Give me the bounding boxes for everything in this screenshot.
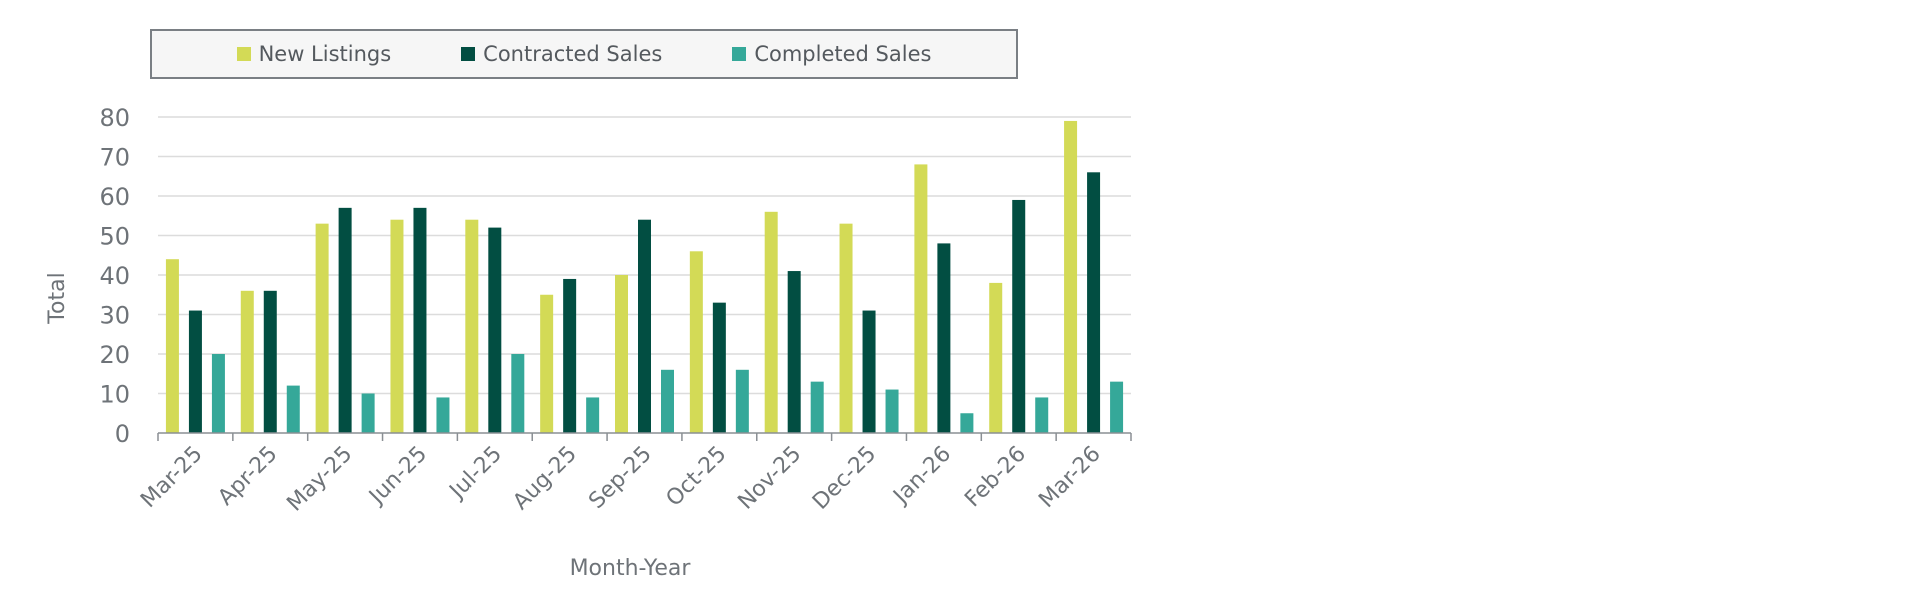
bar-new-listings [989,282,1003,433]
bar-contracted-sales [1087,172,1101,434]
legend-label: Contracted Sales [483,42,663,66]
chart-legend: New Listings Contracted Sales Completed … [150,29,1018,79]
bar-completed-sales [586,397,600,433]
x-tick-label: Mar-26 [1034,442,1105,513]
x-tick-label: Oct-25 [662,442,732,512]
bar-completed-sales [885,389,899,433]
bar-completed-sales [810,381,824,433]
bar-contracted-sales [712,302,726,433]
legend-label: New Listings [258,42,392,66]
x-axis-title: Month-Year [570,556,692,581]
bar-completed-sales [1035,397,1049,433]
bar-contracted-sales [638,219,651,433]
x-tick-label: Feb-26 [960,442,1031,513]
x-tick-label: May-25 [282,442,357,517]
x-tick-label: Mar-25 [136,442,207,513]
bar-new-listings [839,223,853,433]
bar-new-listings [615,275,628,433]
y-tick-label: 80 [99,104,130,132]
bar-contracted-sales [263,290,277,433]
bar-contracted-sales [413,207,427,433]
bar-contracted-sales [862,310,876,433]
legend-swatch-new-listings [236,47,251,61]
bar-contracted-sales [563,278,577,433]
x-tick-label: Dec-25 [808,442,881,515]
bar-completed-sales [286,385,300,433]
bar-new-listings [315,223,329,433]
bar-new-listings [540,294,554,433]
bar-completed-sales [735,369,749,433]
y-tick-label: 60 [99,183,130,211]
legend-item-completed-sales[interactable]: Completed Sales [732,42,931,66]
bar-new-listings [1064,120,1078,433]
x-tick-label: Jul-25 [444,442,507,505]
bars [165,120,1124,434]
y-tick-label: 50 [99,223,130,251]
bar-new-listings [764,211,778,433]
x-tick-label: Jun-25 [363,442,432,511]
bar-completed-sales [361,393,375,433]
bar-new-listings [465,219,479,433]
legend-label: Completed Sales [754,42,932,66]
bar-contracted-sales [937,243,951,433]
bar-completed-sales [436,397,450,433]
legend-swatch-contracted-sales [461,47,476,61]
legend-item-new-listings[interactable]: New Listings [236,42,392,66]
y-tick-label: 70 [99,144,130,172]
legend-swatch-completed-sales [732,47,747,61]
x-tick-label: Apr-25 [214,442,283,511]
bar-contracted-sales [488,227,502,433]
bar-contracted-sales [1012,199,1026,433]
bar-contracted-sales [787,271,801,433]
bar-contracted-sales [338,207,352,433]
bar-new-listings [390,219,404,433]
y-tick-label: 20 [99,341,130,369]
y-tick-label: 30 [99,302,130,330]
x-tick-label: Aug-25 [508,442,581,515]
bar-completed-sales [661,369,674,433]
y-tick-label: 40 [99,262,130,290]
bar-completed-sales [211,354,225,433]
x-tick-label: Nov-25 [733,442,806,515]
bar-new-listings [914,164,928,433]
bar-contracted-sales [188,310,202,433]
y-tick-label: 10 [99,381,130,409]
bar-completed-sales [960,413,974,433]
y-tick-label: 0 [115,420,130,448]
bar-new-listings [689,251,703,433]
y-axis-title: Total [45,272,70,324]
legend-item-contracted-sales[interactable]: Contracted Sales [461,42,662,66]
bar-new-listings [240,290,254,433]
x-tick-label: Sep-25 [584,442,656,514]
bar-completed-sales [1110,381,1124,433]
bar-new-listings [165,259,179,433]
x-tick-label: Jan-26 [888,442,956,510]
bar-completed-sales [511,354,525,433]
